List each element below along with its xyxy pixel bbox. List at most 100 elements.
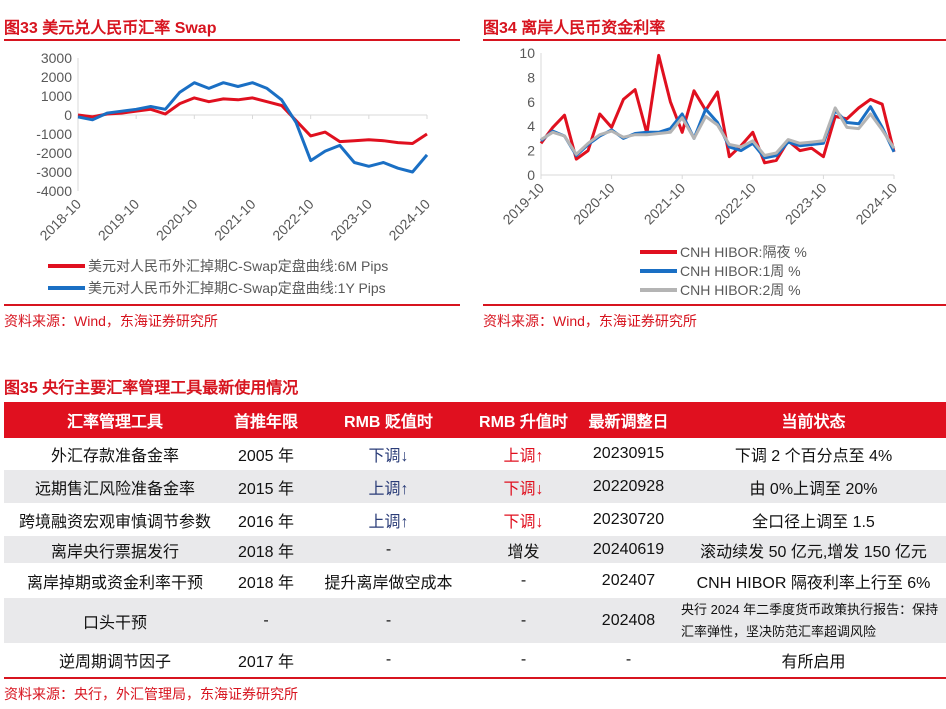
- legend-label: CNH HIBOR:隔夜 %: [680, 244, 807, 260]
- x-tick-label: 2021-10: [211, 196, 259, 244]
- figure34-title: 图34 离岸人民币资金利率: [483, 20, 666, 37]
- table-row: 跨境融资宏观审慎调节参数 2016 年 上调↑ 下调↓ 20230720 全口径上调至 1…: [4, 503, 946, 536]
- table-cell: 下调↓: [471, 470, 576, 503]
- x-tick-label: 2018-10: [36, 196, 84, 244]
- table-cell: -: [385, 651, 392, 668]
- y-tick-label: 8: [527, 69, 535, 85]
- divider: [4, 39, 460, 41]
- y-tick-label: -3000: [36, 164, 72, 180]
- x-tick-label: 2020-10: [570, 180, 618, 228]
- y-tick-label: -1000: [36, 126, 72, 142]
- fx-tools-table: 汇率管理工具 首推年限 RMB 贬值时 RMB 升值时 最新调整日 当前状态 外…: [4, 402, 946, 677]
- figure35-source: 资料来源：央行，外汇管理局，东海证券研究所: [4, 686, 298, 702]
- x-tick-label: 2023-10: [782, 180, 830, 228]
- table-cell: 跨境融资宏观审慎调节参数: [18, 513, 211, 531]
- table-cell: 离岸央行票据发行: [4, 536, 226, 563]
- y-tick-label: 0: [64, 107, 72, 123]
- x-tick-label: 2024-10: [385, 196, 433, 244]
- table-cell: 2015 年: [226, 470, 306, 503]
- table-cell: 上调↑: [368, 513, 409, 531]
- table-cell: -: [625, 651, 632, 668]
- divider: [4, 677, 946, 679]
- y-tick-label: -4000: [36, 183, 72, 199]
- table-cell: 202407: [601, 571, 656, 589]
- table-cell: 滚动续发 50 亿元,增发 150 亿元: [681, 536, 946, 563]
- y-tick-label: 1000: [41, 88, 72, 104]
- table-cell: 下调↓: [503, 513, 544, 531]
- y-tick-label: 2: [527, 143, 535, 159]
- divider: [483, 304, 946, 306]
- table-cell: 远期售汇风险准备金率: [4, 470, 226, 503]
- x-tick-label: 2020-10: [153, 196, 201, 244]
- table-cell: 2005 年: [237, 448, 295, 465]
- header-latest-date: 最新调整日: [576, 402, 681, 438]
- x-tick-label: 2019-10: [95, 196, 143, 244]
- header-year: 首推年限: [226, 402, 306, 438]
- table-cell: 20240619: [576, 536, 681, 563]
- table-cell: 上调↑: [306, 470, 471, 503]
- table-cell: 20230720: [592, 510, 665, 528]
- table-cell: 全口径上调至 1.5: [752, 513, 875, 531]
- header-tool: 汇率管理工具: [4, 402, 226, 438]
- table-cell: 增发: [471, 536, 576, 563]
- y-tick-label: 10: [519, 45, 535, 61]
- series-line: [77, 96, 428, 145]
- figure33-source: 资料来源：Wind，东海证券研究所: [4, 313, 218, 329]
- header-depreciation: RMB 贬值时: [306, 402, 471, 438]
- table-cell: 外汇存款准备金率: [50, 448, 179, 465]
- table-row: 离岸央行票据发行 2018 年 - 增发 20240619 滚动续发 50 亿元,增发 1…: [4, 536, 946, 563]
- y-tick-label: -2000: [36, 145, 72, 161]
- table-cell: CNH HIBOR 隔夜利率上行至 6%: [696, 574, 931, 592]
- legend-label: 美元对人民币外汇掉期C-Swap定盘曲线:6M Pips: [88, 258, 388, 274]
- table-cell: 2018 年: [237, 574, 295, 592]
- table-cell: 提升离岸做空成本: [324, 574, 453, 592]
- table-cell: -: [520, 571, 527, 589]
- swap-chart: 3000 2000 1000 0 -1000 -2000 -3000 -40002018-10…: [36, 50, 433, 296]
- table-row: 远期售汇风险准备金率 2015 年上调↑ 下调↓ 20220928 由 0%上调至 20…: [4, 470, 946, 503]
- table-cell: 下调 2 个百分点至 4%: [734, 448, 893, 465]
- legend-label: CNH HIBOR:2周 %: [680, 282, 801, 298]
- table-cell: 2017 年: [237, 654, 295, 671]
- x-tick-label: 2022-10: [711, 180, 759, 228]
- table-cell: 有所启用: [781, 654, 846, 671]
- table-cell: 20230915: [592, 445, 665, 462]
- table-cell: -: [520, 651, 527, 668]
- x-tick-label: 2019-10: [499, 180, 547, 228]
- table-row: 离岸掉期或资金利率干预 2018 年 提升离岸做空成本 - 202407 CNH HIBO…: [4, 563, 946, 598]
- table-cell: 2016 年: [237, 513, 295, 531]
- table-cell: 口头干预: [4, 598, 226, 643]
- table-cell: 离岸掉期或资金利率干预: [26, 574, 203, 592]
- table-row: 口头干预 - - -202408 央行 2024 年二季度货币政策执行报告：保持汇率弹性…: [4, 598, 946, 643]
- figure35-title: 图35 央行主要汇率管理工具最新使用情况: [4, 380, 299, 397]
- table-cell: -: [226, 598, 306, 643]
- table-cell: 下调↓: [368, 448, 409, 465]
- table-cell: 央行 2024 年二季度货币政策执行报告：保持汇率弹性，坚决防范汇率超调风险: [681, 598, 946, 643]
- table-cell: -: [471, 598, 576, 643]
- figure34-source: 资料来源：Wind，东海证券研究所: [483, 313, 697, 329]
- table-cell: -: [306, 598, 471, 643]
- table-cell: 202408: [576, 598, 681, 643]
- header-status: 当前状态: [681, 402, 946, 438]
- y-tick-label: 4: [527, 118, 535, 134]
- legend-label: 美元对人民币外汇掉期C-Swap定盘曲线:1Y Pips: [88, 280, 386, 296]
- x-tick-label: 2023-10: [327, 196, 375, 244]
- y-tick-label: 3000: [41, 50, 72, 66]
- table-header: 汇率管理工具 首推年限 RMB 贬值时 RMB 升值时 最新调整日 当前状态: [4, 402, 946, 438]
- legend-label: CNH HIBOR:1周 %: [680, 263, 801, 279]
- series-line: [539, 53, 896, 165]
- series-line: [540, 106, 896, 157]
- y-tick-label: 6: [527, 94, 535, 110]
- table-cell: 2018 年: [226, 536, 306, 563]
- table-cell: 上调↑: [503, 448, 544, 465]
- x-tick-label: 2022-10: [269, 196, 317, 244]
- header-appreciation: RMB 升值时: [471, 402, 576, 438]
- divider: [483, 39, 946, 41]
- table-row: 外汇存款准备金率 2005 年 下调↓ 上调↑ 20230915 下调 2 个百分点至 4…: [4, 438, 946, 470]
- figure33-title: 图33 美元兑人民币汇率 Swap: [4, 20, 217, 37]
- table-cell: -: [306, 536, 471, 563]
- x-tick-label: 2021-10: [641, 180, 689, 228]
- table-row: 逆周期调节因子 2017 年 - - - 有所启用: [4, 643, 946, 677]
- table-cell: 由 0%上调至 20%: [681, 470, 946, 503]
- table-cell: 逆周期调节因子: [58, 654, 171, 671]
